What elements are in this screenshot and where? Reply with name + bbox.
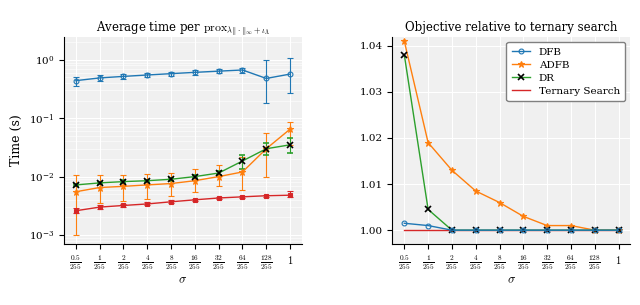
ADFB xyxy=(591,228,598,232)
ADFB xyxy=(520,214,527,218)
Ternary Search xyxy=(614,228,622,232)
X-axis label: $\sigma$: $\sigma$ xyxy=(507,274,516,287)
Ternary Search xyxy=(448,228,456,232)
Ternary Search xyxy=(520,228,527,232)
DR xyxy=(567,228,575,232)
DR xyxy=(591,228,598,232)
ADFB xyxy=(495,201,503,204)
Line: ADFB: ADFB xyxy=(401,38,622,234)
ADFB xyxy=(543,224,551,228)
Legend: DFB, ADFB, DR, Ternary Search: DFB, ADFB, DR, Ternary Search xyxy=(506,42,625,101)
ADFB xyxy=(567,224,575,228)
DR xyxy=(401,53,408,57)
DFB xyxy=(448,228,456,232)
DFB xyxy=(401,221,408,225)
DR xyxy=(448,228,456,232)
Ternary Search xyxy=(591,228,598,232)
DFB xyxy=(614,228,622,232)
ADFB xyxy=(401,39,408,43)
DR xyxy=(424,208,432,211)
DFB xyxy=(591,228,598,232)
Line: DFB: DFB xyxy=(402,221,621,233)
ADFB xyxy=(424,141,432,145)
Ternary Search xyxy=(495,228,503,232)
DFB xyxy=(520,228,527,232)
DR xyxy=(472,228,479,232)
Ternary Search xyxy=(424,228,432,232)
Ternary Search xyxy=(401,228,408,232)
DFB xyxy=(424,224,432,228)
DFB xyxy=(495,228,503,232)
Y-axis label: Time (s): Time (s) xyxy=(10,114,23,166)
DR xyxy=(495,228,503,232)
Ternary Search xyxy=(567,228,575,232)
Ternary Search xyxy=(472,228,479,232)
ADFB xyxy=(614,228,622,232)
ADFB xyxy=(472,189,479,193)
DFB xyxy=(543,228,551,232)
Title: Average time per $\mathrm{prox}_{\lambda\|\cdot\|_{\infty}+\iota_{\Lambda}}$: Average time per $\mathrm{prox}_{\lambda… xyxy=(96,19,270,37)
Title: Objective relative to ternary search: Objective relative to ternary search xyxy=(405,21,618,34)
Ternary Search xyxy=(543,228,551,232)
DR xyxy=(614,228,622,232)
Line: DR: DR xyxy=(401,52,621,233)
DFB xyxy=(567,228,575,232)
ADFB xyxy=(448,168,456,172)
DR xyxy=(520,228,527,232)
X-axis label: $\sigma$: $\sigma$ xyxy=(179,274,188,287)
DR xyxy=(543,228,551,232)
DFB xyxy=(472,228,479,232)
